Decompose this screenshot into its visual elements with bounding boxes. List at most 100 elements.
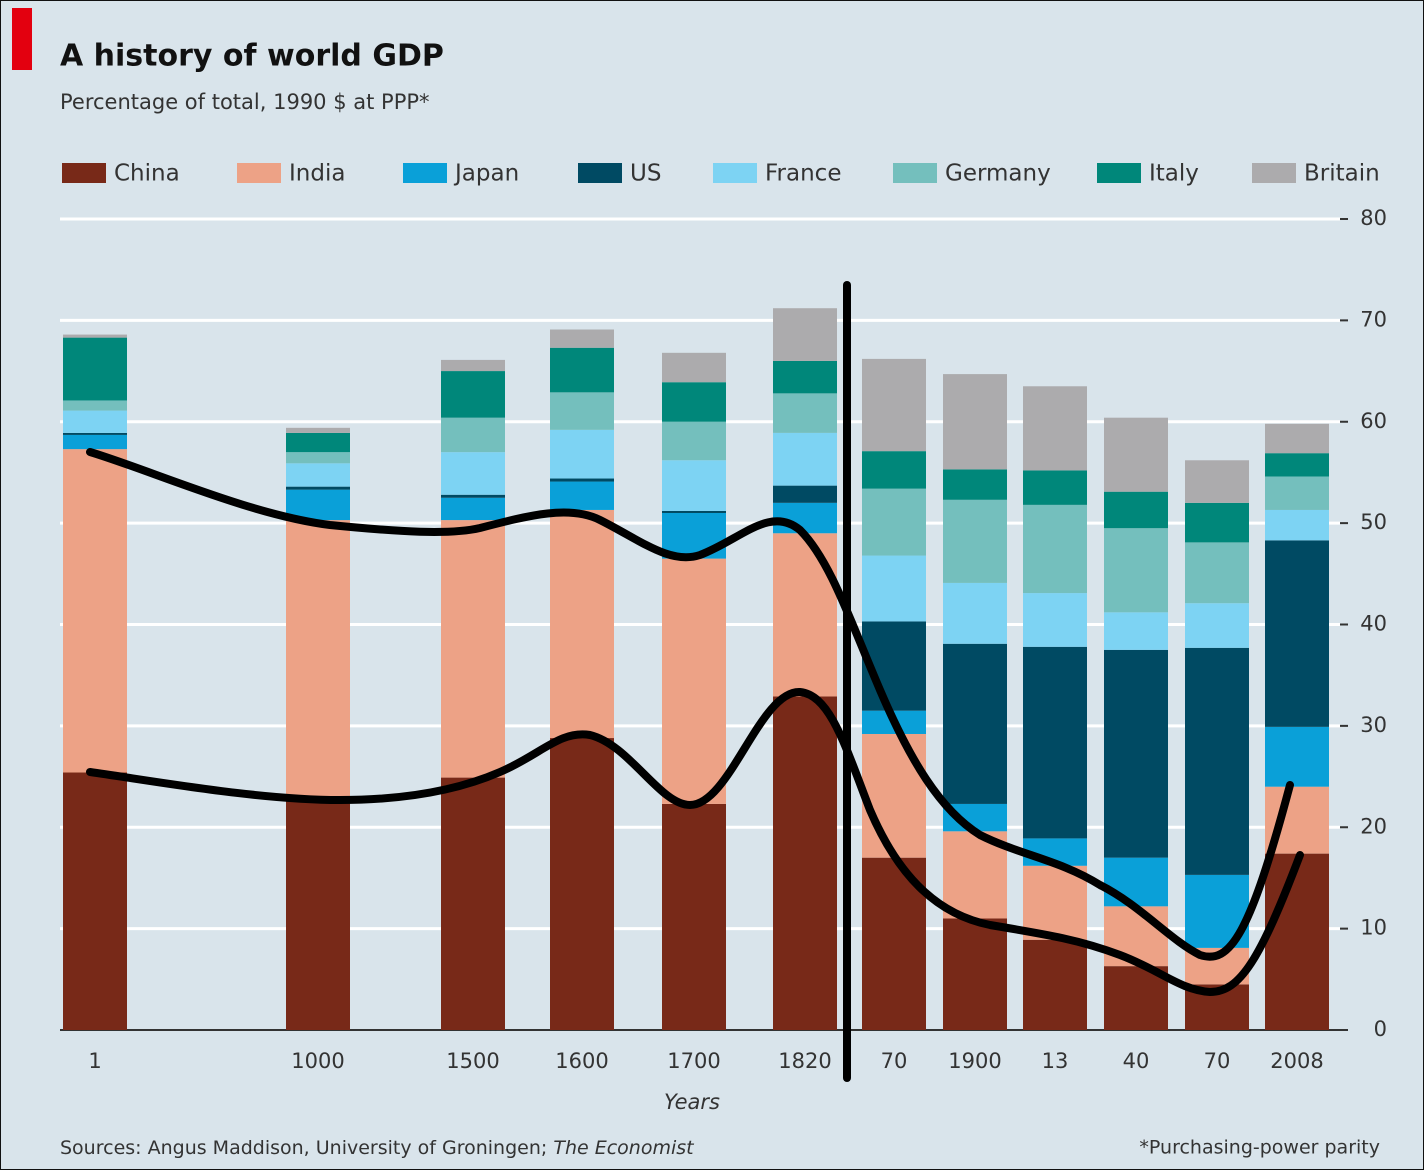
bar-segment (862, 358, 926, 452)
legend-swatch (1252, 163, 1296, 183)
x-tick-label: 70 (1204, 1049, 1231, 1073)
legend-label: India (289, 161, 345, 187)
bar-segment (1104, 857, 1168, 907)
legend-label: Britain (1304, 161, 1380, 187)
x-tick-label: 1 (88, 1049, 101, 1073)
bar-segment (1185, 542, 1249, 604)
bar-segment (550, 509, 614, 739)
bar-segment (1104, 417, 1168, 492)
legend-label: US (630, 161, 661, 187)
bar-segment (1023, 386, 1087, 471)
bar-segment (662, 421, 726, 461)
bar-segment (662, 558, 726, 804)
bar-segment (1265, 540, 1329, 727)
bar-segment (1023, 470, 1087, 505)
bar-segment (63, 400, 127, 411)
bar-segment (1023, 939, 1087, 1030)
bar-segment (1185, 603, 1249, 648)
legend-label: China (114, 161, 180, 187)
bar-segment (63, 432, 127, 435)
bar-segment (773, 533, 837, 697)
legend-swatch (713, 163, 757, 183)
x-tick-label: 2008 (1270, 1049, 1323, 1073)
bar-segment (1023, 865, 1087, 940)
bar-segment (1265, 726, 1329, 787)
bar-segment (550, 429, 614, 479)
bar-segment (862, 451, 926, 489)
bar-segment (286, 799, 350, 1030)
bar-segment (662, 803, 726, 1030)
bar-segment (441, 417, 505, 453)
bar-segment (1265, 453, 1329, 477)
bar-segment (441, 520, 505, 778)
bar-segment (1185, 502, 1249, 543)
chart-title: A history of world GDP (60, 39, 444, 74)
bar-segment (63, 434, 127, 450)
red-tab (12, 8, 32, 70)
bar-segment (1265, 423, 1329, 454)
bar-segment (286, 427, 350, 433)
bar-segment (943, 643, 1007, 804)
bar-segment (1265, 853, 1329, 1030)
bar-segment (943, 499, 1007, 583)
legend-label: Germany (945, 161, 1051, 187)
bar-segment (441, 494, 505, 498)
legend-swatch (62, 163, 106, 183)
bar-segment (662, 510, 726, 513)
y-tick-label: 60 (1360, 409, 1387, 433)
y-tick-label: 70 (1360, 307, 1387, 331)
bar-segment (773, 696, 837, 1030)
bar-segment (63, 449, 127, 773)
y-tick-label: 80 (1360, 206, 1387, 230)
x-tick-label: 70 (881, 1049, 908, 1073)
bar-segment (441, 777, 505, 1030)
x-tick-label: 40 (1123, 1049, 1150, 1073)
bar-segment (63, 337, 127, 401)
source-text: Sources: Angus Maddison, University of G… (60, 1137, 547, 1159)
bar-segment (943, 918, 1007, 1030)
legend-label: France (765, 161, 841, 187)
bar-segment (550, 481, 614, 510)
bar-segment (1104, 612, 1168, 650)
bar-segment (662, 382, 726, 422)
bar-segment (1265, 509, 1329, 541)
y-tick-label: 10 (1360, 916, 1387, 940)
bar-segment (773, 393, 837, 433)
bar-segment (286, 486, 350, 490)
legend-swatch (893, 163, 937, 183)
bar-segment (943, 469, 1007, 500)
bar-segment (1265, 476, 1329, 510)
bar-segment (1023, 646, 1087, 839)
bar-segment (550, 392, 614, 430)
x-tick-label: 1900 (948, 1049, 1001, 1073)
bar-segment (286, 432, 350, 453)
x-tick-label: 1700 (667, 1049, 720, 1073)
bar-segment (943, 582, 1007, 644)
bar-segment (1104, 649, 1168, 858)
bar-segment (862, 488, 926, 556)
bar-segment (862, 555, 926, 622)
bar-segment (63, 334, 127, 338)
bar-segment (550, 347, 614, 393)
bar-segment (286, 463, 350, 487)
footnote: *Purchasing-power parity (1139, 1137, 1380, 1159)
bar-segment (943, 374, 1007, 470)
hand-drawn-line (86, 687, 1304, 996)
bar-segment (773, 432, 837, 486)
bar-segment (286, 452, 350, 464)
bar-segment (773, 360, 837, 394)
bar-segment (1104, 491, 1168, 529)
bar-segment (286, 520, 350, 800)
legend-swatch (578, 163, 622, 183)
bar-segment (773, 308, 837, 361)
bar-segment (441, 371, 505, 418)
bar-segment (1023, 593, 1087, 647)
bar-segment (1104, 906, 1168, 967)
legend-swatch (237, 163, 281, 183)
bar-segment (1185, 460, 1249, 503)
x-axis-label: Years (664, 1090, 720, 1114)
legend-label: Italy (1149, 161, 1199, 187)
bar-segment (441, 452, 505, 495)
y-tick-label: 30 (1360, 713, 1387, 737)
